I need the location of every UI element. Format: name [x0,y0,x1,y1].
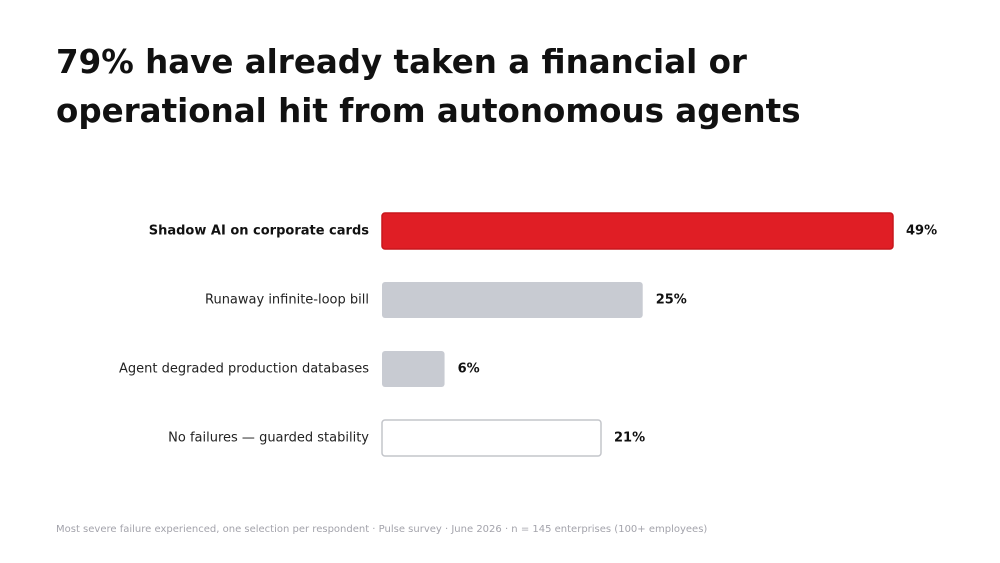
chart-title: 79% have already taken a financial or op… [56,38,956,136]
bar-runaway-infinite-loop-bill [382,282,643,318]
chart-footnote: Most severe failure experienced, one sel… [56,524,708,535]
chart-title-line-2: operational hit from autonomous agents [56,92,801,130]
category-label-runaway-infinite-loop-bill: Runaway infinite-loop bill [205,293,369,308]
category-label-shadow-ai-on-corporate-cards: Shadow AI on corporate cards [149,224,370,239]
value-label-runaway-infinite-loop-bill: 25% [656,293,687,308]
bar-no-failures-guarded-stability [381,419,602,457]
chart-title-line-1: 79% have already taken a financial or [56,43,747,81]
category-label-no-failures-guarded-stability: No failures — guarded stability [168,431,369,446]
bar-shadow-ai-on-corporate-cards [381,212,894,250]
category-label-agent-degraded-production-databases: Agent degraded production databases [119,362,369,377]
value-label-no-failures-guarded-stability: 21% [614,431,645,446]
value-label-shadow-ai-on-corporate-cards: 49% [906,224,937,239]
bar-agent-degraded-production-databases [382,351,445,387]
value-label-agent-degraded-production-databases: 6% [458,362,480,377]
